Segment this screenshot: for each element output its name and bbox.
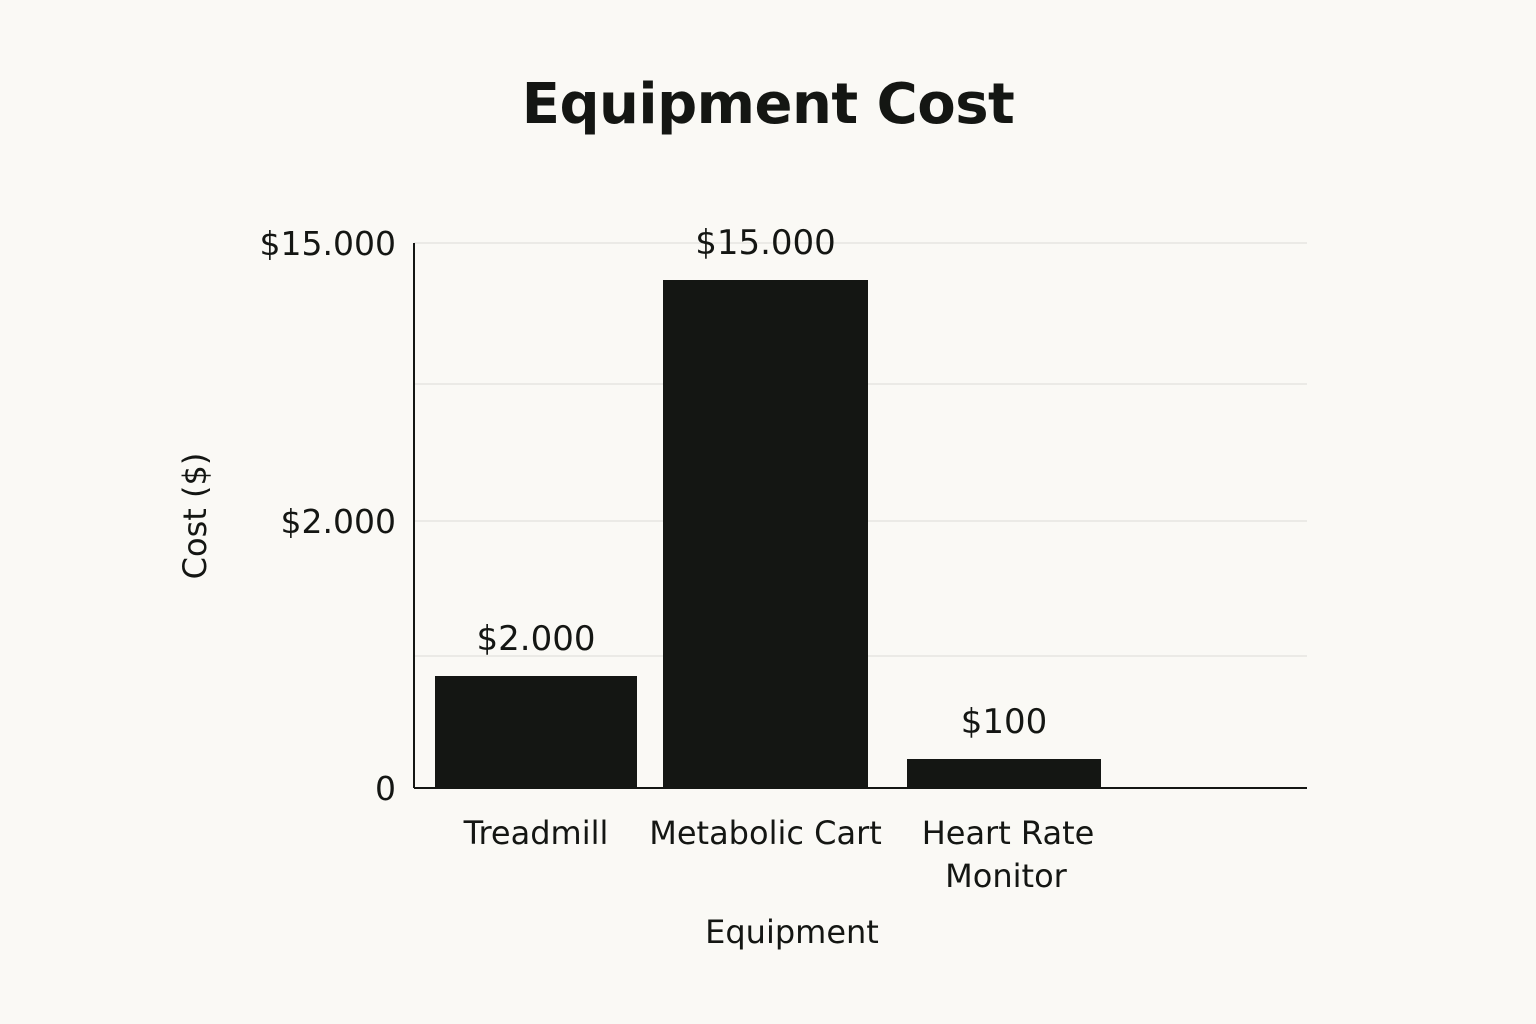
data-label: $15.000 (695, 223, 836, 263)
x-axis-label: Equipment (705, 913, 879, 951)
chart-title: Equipment Cost (521, 72, 1015, 137)
x-tick-label: Heart Rate Monitor (922, 814, 1095, 895)
x-tick-label: Treadmill (463, 814, 609, 852)
y-tick-label: 0 (375, 769, 396, 808)
data-labels: $2.000 $15.000 $100 (477, 223, 1048, 742)
bar (907, 759, 1101, 788)
bar (435, 676, 637, 788)
data-label: $2.000 (477, 619, 596, 659)
y-tick-label: $2.000 (281, 502, 396, 541)
y-axis-label: Cost ($) (176, 453, 214, 580)
data-label: $100 (961, 702, 1048, 742)
y-tick-labels: 0 $2.000 $15.000 (260, 224, 396, 808)
bar (663, 280, 868, 788)
bars (435, 280, 1101, 788)
y-tick-label: $15.000 (260, 224, 396, 263)
x-tick-labels: Treadmill Metabolic Cart Heart Rate Monitor (463, 814, 1095, 895)
x-tick-label: Metabolic Cart (649, 814, 882, 852)
